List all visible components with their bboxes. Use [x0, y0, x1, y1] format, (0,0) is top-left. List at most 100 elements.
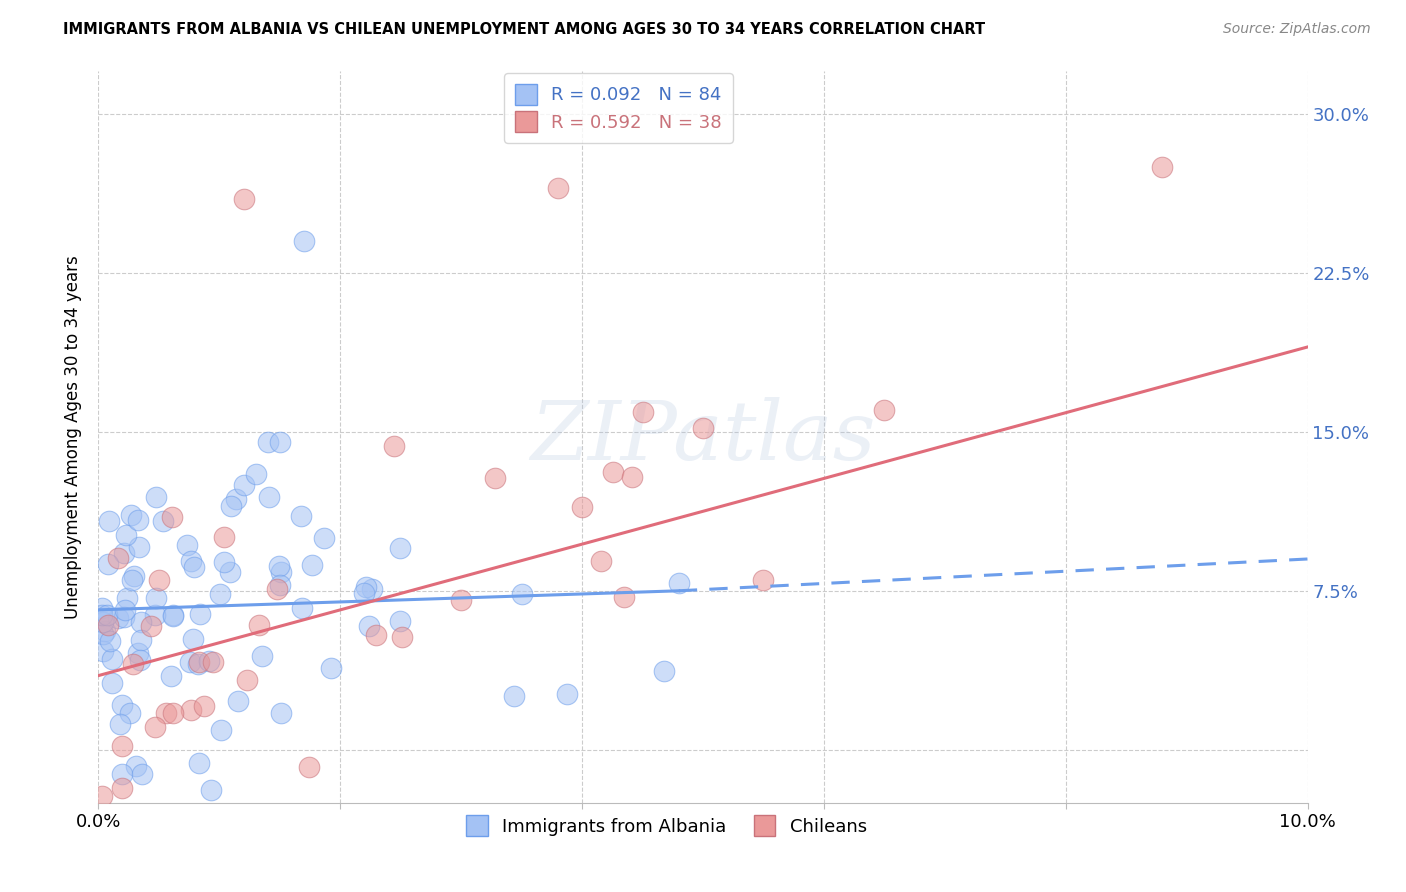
Point — [143, 607, 166, 622]
Point — [183, 559, 205, 574]
Point — [245, 467, 267, 482]
Point — [631, 405, 654, 419]
Point — [209, 723, 232, 737]
Point — [301, 558, 323, 572]
Point — [112, 610, 135, 624]
Point — [187, 657, 209, 671]
Point — [267, 559, 290, 574]
Point — [510, 586, 533, 600]
Point — [257, 491, 280, 505]
Point — [188, 607, 211, 621]
Point — [212, 555, 235, 569]
Point — [602, 466, 624, 480]
Point — [114, 528, 136, 542]
Point — [122, 657, 145, 671]
Point — [353, 586, 375, 600]
Point — [256, 435, 278, 450]
Point — [547, 181, 569, 195]
Point — [291, 601, 314, 615]
Point — [127, 646, 149, 660]
Point — [128, 652, 150, 666]
Point — [357, 619, 380, 633]
Point — [152, 515, 174, 529]
Point — [752, 573, 775, 587]
Point — [219, 565, 242, 579]
Point — [122, 569, 145, 583]
Point — [361, 582, 384, 596]
Point — [364, 628, 387, 642]
Point — [120, 508, 142, 522]
Point — [124, 759, 146, 773]
Point — [91, 601, 114, 615]
Point — [129, 633, 152, 648]
Point — [232, 192, 254, 206]
Point — [162, 706, 184, 720]
Point — [179, 655, 201, 669]
Point — [226, 694, 249, 708]
Point — [176, 538, 198, 552]
Point — [111, 767, 134, 781]
Point — [114, 603, 136, 617]
Point — [214, 530, 236, 544]
Point — [314, 531, 336, 545]
Point — [382, 439, 405, 453]
Point — [143, 720, 166, 734]
Point — [97, 617, 120, 632]
Point — [266, 582, 288, 597]
Point — [91, 607, 114, 622]
Point — [555, 686, 578, 700]
Point — [571, 500, 593, 515]
Point — [692, 421, 714, 435]
Point — [162, 607, 184, 622]
Point — [107, 551, 129, 566]
Point — [91, 644, 114, 658]
Point — [613, 591, 636, 605]
Point — [91, 615, 114, 630]
Point — [450, 593, 472, 607]
Point — [180, 554, 202, 568]
Point — [160, 669, 183, 683]
Point — [91, 789, 114, 804]
Point — [247, 618, 270, 632]
Point — [180, 703, 202, 717]
Point — [110, 780, 132, 795]
Point — [873, 402, 896, 417]
Point — [107, 611, 129, 625]
Point — [236, 673, 259, 688]
Point — [209, 586, 232, 600]
Point — [269, 435, 291, 450]
Point — [155, 706, 177, 720]
Point — [145, 490, 167, 504]
Point — [201, 655, 224, 669]
Text: IMMIGRANTS FROM ALBANIA VS CHILEAN UNEMPLOYMENT AMONG AGES 30 TO 34 YEARS CORREL: IMMIGRANTS FROM ALBANIA VS CHILEAN UNEMP… — [63, 22, 986, 37]
Point — [101, 652, 124, 666]
Point — [128, 540, 150, 554]
Point — [141, 619, 163, 633]
Point — [270, 565, 292, 579]
Point — [290, 509, 312, 524]
Point — [94, 624, 117, 638]
Point — [111, 739, 134, 753]
Point — [98, 515, 121, 529]
Point — [503, 689, 526, 703]
Point — [110, 717, 132, 731]
Point — [225, 492, 247, 507]
Point — [621, 469, 644, 483]
Point — [1152, 160, 1174, 174]
Point — [391, 631, 413, 645]
Text: ZIPatlas: ZIPatlas — [530, 397, 876, 477]
Point — [221, 499, 243, 513]
Point — [354, 580, 377, 594]
Point — [148, 573, 170, 587]
Point — [200, 782, 222, 797]
Y-axis label: Unemployment Among Ages 30 to 34 years: Unemployment Among Ages 30 to 34 years — [65, 255, 83, 619]
Point — [118, 706, 141, 720]
Point — [389, 541, 412, 556]
Point — [101, 676, 124, 690]
Point — [652, 664, 675, 678]
Point — [115, 591, 138, 606]
Point — [100, 633, 122, 648]
Point — [298, 760, 321, 774]
Point — [97, 558, 120, 572]
Point — [250, 649, 273, 664]
